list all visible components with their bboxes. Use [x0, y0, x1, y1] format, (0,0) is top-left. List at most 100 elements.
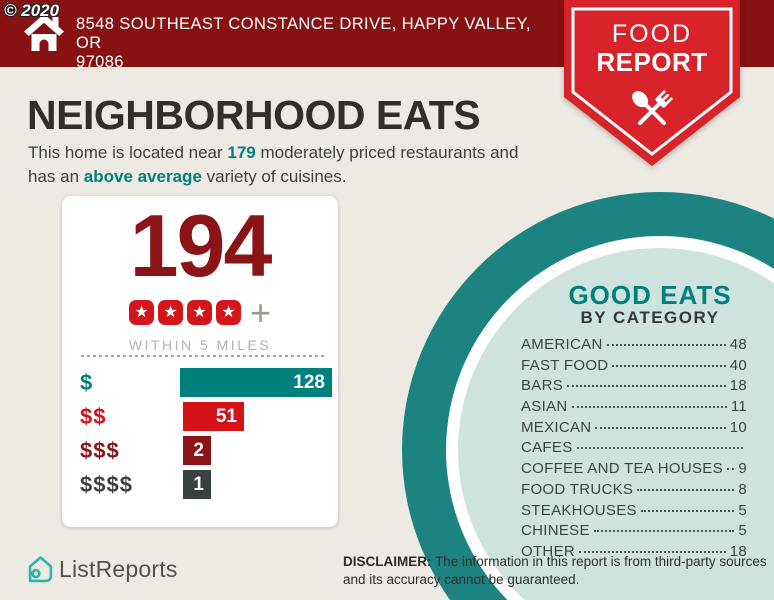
category-label: AMERICAN	[521, 336, 603, 353]
summary-sentence: This home is located near 179 moderately…	[28, 141, 568, 189]
category-value: 48	[729, 336, 747, 353]
price-bar-value: 2	[193, 439, 204, 461]
dotted-leader	[576, 447, 743, 450]
summary-text: has an	[28, 167, 84, 187]
category-row: OTHER 18	[521, 543, 747, 564]
dotted-leader	[606, 344, 726, 346]
category-row: BARS 18	[521, 377, 747, 398]
disclaimer-text: The information in this report is from t…	[343, 554, 767, 587]
category-list: AMERICAN 48 FAST FOOD 40 BARS 18 ASIAN 11 MEXICA…	[521, 336, 747, 564]
price-bar-value: 1	[193, 473, 204, 495]
category-label: CAFES	[521, 439, 573, 457]
price-bar-track: 128	[180, 368, 332, 397]
star-icon: ★	[186, 300, 212, 325]
category-label: ASIAN	[521, 398, 568, 416]
address-line-1: 8548 SOUTHEAST CONSTANCE DRIVE, HAPPY VA…	[76, 15, 531, 53]
star-icon: ★	[215, 300, 241, 325]
category-label: BARS	[521, 377, 564, 395]
price-bar: 128	[180, 368, 332, 397]
category-label: COFFEE AND TEA HOUSES	[521, 460, 723, 478]
price-bar-row: $$ 51	[80, 402, 332, 431]
dotted-leader	[567, 385, 726, 388]
star-icon: ★	[128, 300, 154, 325]
dotted-leader	[640, 509, 735, 512]
crossed-spoon-fork-icon	[623, 82, 681, 140]
price-bar-track: 2	[183, 436, 332, 465]
star-rating: ★ ★ ★ ★ +	[62, 292, 338, 333]
category-label: FAST FOOD	[521, 356, 609, 374]
good-eats-title: GOOD EATS	[568, 280, 732, 310]
category-row: COFFEE AND TEA HOUSES 9	[521, 460, 747, 481]
dotted-leader	[726, 468, 735, 471]
food-report-badge: FOOD REPORT	[564, 0, 740, 170]
category-row: CAFES	[521, 439, 747, 460]
category-value: 40	[729, 356, 747, 374]
category-label: OTHER	[521, 542, 575, 560]
disclaimer-label: DISCLAIMER:	[343, 554, 432, 569]
price-bar: 51	[183, 402, 244, 431]
category-label: CHINESE	[521, 522, 590, 540]
variety-rating: above average	[83, 167, 202, 187]
price-bar-row: $$$$ 1	[80, 470, 332, 499]
disclaimer: DISCLAIMER: The information in this repo…	[343, 553, 773, 589]
badge-title-line1: FOOD	[611, 20, 693, 48]
listreports-house-icon	[28, 555, 53, 584]
restaurant-summary-card: 194 ★ ★ ★ ★ + WITHIN 5 MILES $128 $$ 51 $$$ 2 $$$…	[62, 196, 338, 527]
home-icon	[24, 14, 64, 52]
dotted-leader	[579, 550, 726, 553]
price-tier-label: $$$$	[80, 471, 133, 497]
price-tier-label: $	[80, 369, 94, 395]
dotted-leader	[595, 426, 726, 429]
restaurant-count: 179	[227, 143, 256, 162]
category-value: 18	[729, 542, 747, 560]
plus-icon: +	[249, 292, 272, 333]
summary-line-1: This home is located near 179 moderately…	[28, 141, 568, 165]
listreports-logo: ListReports	[28, 555, 178, 584]
good-eats-subtitle: BY CATEGORY	[580, 308, 720, 327]
category-value: 8	[738, 480, 747, 498]
category-row: AMERICAN 48	[521, 336, 747, 357]
category-row: CHINESE 5	[521, 522, 747, 543]
price-bar-row: $$$ 2	[80, 436, 332, 465]
summary-line-2: has an above average variety of cuisines…	[28, 165, 568, 189]
category-row: MEXICAN 10	[521, 419, 747, 440]
dotted-divider	[81, 355, 326, 357]
category-row: STEAKHOUSES 5	[521, 502, 747, 523]
price-bar-track: 1	[183, 470, 332, 499]
summary-text: This home is located near	[28, 143, 228, 162]
star-icon: ★	[157, 300, 183, 325]
price-bar: 1	[183, 470, 211, 499]
dotted-leader	[637, 488, 735, 491]
badge-title-line2: REPORT	[596, 47, 708, 77]
category-row: FOOD TRUCKS 8	[521, 481, 747, 502]
price-bar-value: 128	[293, 371, 325, 393]
total-restaurant-count: 194	[129, 196, 273, 295]
category-value: 10	[729, 418, 747, 436]
price-tier-label: $$$	[80, 437, 120, 463]
summary-text: variety of cuisines.	[201, 167, 347, 187]
category-label: STEAKHOUSES	[521, 501, 637, 519]
category-row: FAST FOOD 40	[521, 357, 747, 378]
category-value: 5	[738, 522, 747, 540]
price-bar-value: 51	[215, 405, 237, 427]
listreports-logo-text: ListReports	[59, 556, 178, 582]
property-address: 8548 SOUTHEAST CONSTANCE DRIVE, HAPPY VA…	[76, 15, 556, 72]
dotted-leader	[593, 530, 735, 533]
radius-label: WITHIN 5 MILES	[128, 337, 272, 353]
price-bar-row: $128	[80, 368, 332, 397]
category-value: 11	[730, 398, 747, 416]
category-row: ASIAN 11	[521, 398, 747, 419]
price-bar-chart: $128 $$ 51 $$$ 2 $$$$ 1	[80, 368, 332, 504]
dotted-leader	[612, 364, 726, 367]
price-tier-label: $$	[80, 403, 107, 429]
summary-text: moderately priced restaurants and	[255, 143, 519, 162]
dotted-leader	[571, 406, 727, 409]
price-bar: 2	[183, 436, 211, 465]
address-line-2: 97086	[76, 53, 124, 72]
category-label: FOOD TRUCKS	[521, 480, 634, 498]
category-value: 9	[738, 460, 747, 478]
price-bar-track: 51	[183, 402, 332, 431]
category-label: MEXICAN	[521, 418, 592, 436]
copyright-watermark: © 2020	[4, 1, 60, 20]
